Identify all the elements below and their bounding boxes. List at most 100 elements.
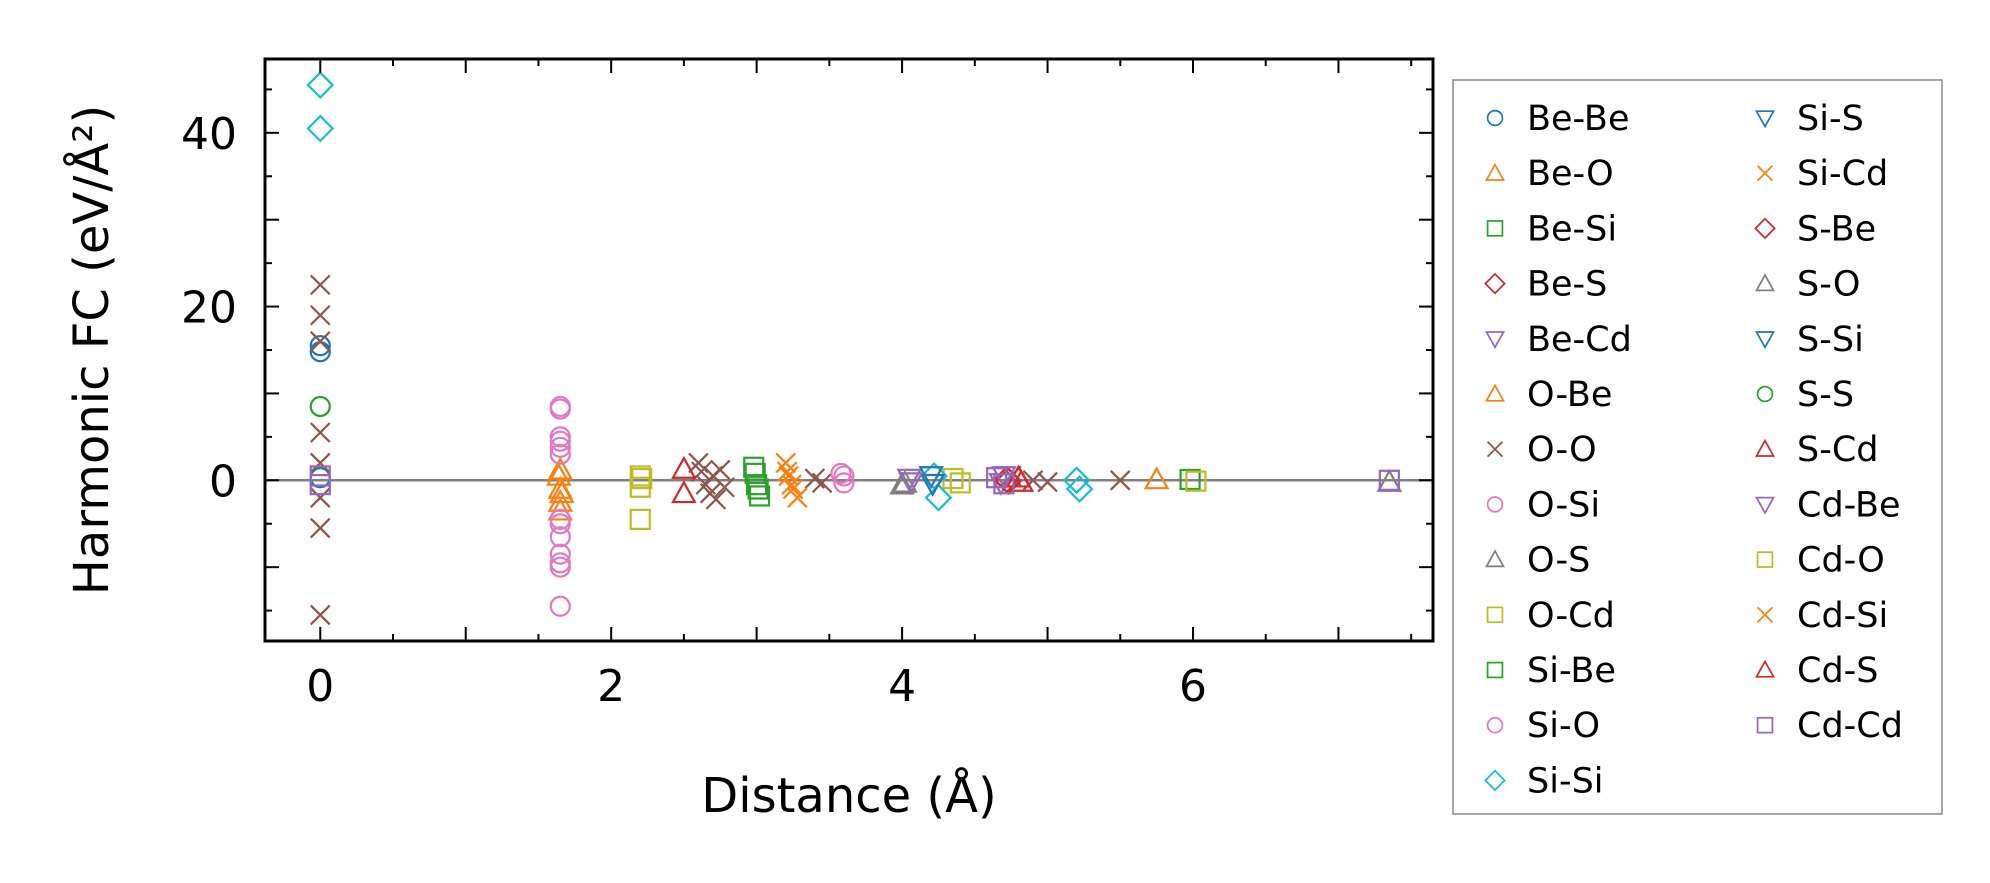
data-point	[549, 556, 571, 578]
plot-frame	[263, 57, 1435, 643]
series-o-o	[309, 274, 1131, 626]
legend-item: Be-Be	[1486, 99, 1629, 139]
legend-item: Be-O	[1485, 154, 1614, 194]
legend-item: Cd-O	[1756, 541, 1885, 581]
legend-item: S-S	[1756, 375, 1854, 415]
legend-item: Si-O	[1486, 706, 1600, 746]
legend-item: Cd-S	[1755, 651, 1879, 691]
legend-marker	[1755, 659, 1775, 678]
axes: 0 2 4 6 0 20 40 Distance (Å) Harmonic FC (eV/Å²)	[63, 57, 1435, 824]
data-point	[776, 461, 798, 482]
data-point	[1179, 468, 1201, 491]
legend-item: Si-Si	[1484, 761, 1604, 801]
legend-label: O-Be	[1527, 375, 1612, 415]
data-point	[1109, 470, 1131, 491]
data-point	[549, 543, 571, 565]
legend-marker	[1754, 217, 1776, 240]
data-point	[892, 469, 918, 493]
legend-item: Cd-Cd	[1756, 706, 1903, 746]
legend-label: O-Cd	[1527, 596, 1615, 636]
x-tick-label: 4	[888, 661, 916, 712]
legend-marker	[1756, 716, 1774, 734]
data-point	[714, 476, 735, 498]
series-o-si	[549, 398, 855, 617]
data-point	[549, 426, 571, 448]
data-point	[919, 473, 946, 497]
legend-label: S-Si	[1797, 320, 1864, 360]
legend-label: S-S	[1797, 375, 1854, 415]
legend-marker	[1755, 438, 1775, 457]
legend-marker	[1755, 331, 1775, 350]
legend-label: O-S	[1527, 541, 1590, 581]
legend-item: Cd-Si	[1756, 596, 1888, 636]
y-tick-label: 0	[209, 456, 237, 507]
legend-item: Si-S	[1755, 99, 1864, 139]
plot-area	[265, 71, 1433, 626]
legend-label: O-Si	[1527, 485, 1600, 525]
legend: Be-Be Be-O Be-Si Be-S Be-Cd O-Be O-O O-Si O-S O-C…	[1452, 79, 1943, 815]
data-point	[309, 517, 331, 539]
data-point	[631, 467, 653, 490]
data-point	[748, 485, 771, 507]
legend-label: S-Be	[1797, 209, 1876, 249]
legend-marker	[1485, 331, 1505, 350]
x-tick-label: 6	[1179, 661, 1207, 712]
data-point	[705, 489, 727, 510]
data-point	[924, 483, 953, 512]
data-point	[746, 474, 768, 496]
legend-label: Si-Si	[1527, 761, 1604, 801]
legend-label: S-O	[1797, 265, 1860, 305]
data-point	[986, 467, 1008, 489]
data-point	[918, 466, 944, 490]
legend-label: S-Cd	[1797, 430, 1879, 470]
legend-marker	[1755, 110, 1775, 129]
legend-marker	[1756, 385, 1774, 403]
data-point	[833, 472, 855, 494]
data-point	[1185, 470, 1207, 492]
y-axis-title: Harmonic FC (eV/Å²)	[63, 105, 120, 595]
legend-marker	[1486, 496, 1504, 513]
data-point	[898, 472, 924, 496]
legend-item: O-O	[1486, 430, 1597, 470]
series-s-s	[309, 395, 331, 418]
x-tick-label: 0	[306, 661, 334, 712]
legend-marker	[1485, 383, 1505, 402]
data-point	[549, 513, 571, 535]
legend-label: Cd-Cd	[1797, 706, 1903, 746]
legend-label: Si-S	[1797, 99, 1864, 139]
data-point	[309, 331, 331, 352]
series-cd-cd	[309, 465, 1400, 496]
legend-label: Be-Cd	[1527, 320, 1632, 360]
data-point	[1143, 466, 1170, 490]
legend-marker	[1486, 606, 1504, 624]
legend-marker	[1756, 165, 1774, 182]
legend-label: Si-Cd	[1797, 154, 1888, 194]
legend-label: Cd-O	[1797, 541, 1885, 581]
legend-label: Be-Be	[1527, 99, 1629, 139]
legend-item: Cd-Be	[1755, 485, 1901, 525]
y-tick-label: 20	[181, 283, 237, 334]
legend-item: O-S	[1485, 541, 1590, 581]
data-point	[309, 452, 331, 474]
data-point	[306, 114, 335, 143]
legend-item: S-Be	[1754, 209, 1876, 249]
data-point	[830, 462, 852, 484]
legend-marker	[1484, 769, 1506, 792]
legend-label: Cd-Si	[1797, 596, 1888, 636]
data-point	[549, 552, 571, 574]
legend-item: S-Cd	[1755, 430, 1879, 470]
data-point	[629, 508, 651, 530]
data-point	[889, 471, 915, 495]
data-point	[309, 487, 331, 508]
data-point	[949, 472, 971, 494]
legend-label: Be-S	[1527, 265, 1607, 305]
legend-item: S-O	[1755, 265, 1860, 305]
data-point	[993, 473, 1015, 495]
data-point	[811, 472, 833, 494]
data-point	[309, 274, 331, 296]
legend-marker	[1486, 716, 1504, 734]
legend-item: Si-Cd	[1756, 154, 1888, 194]
series-si-s	[918, 466, 944, 490]
legend-marker	[1755, 496, 1775, 515]
